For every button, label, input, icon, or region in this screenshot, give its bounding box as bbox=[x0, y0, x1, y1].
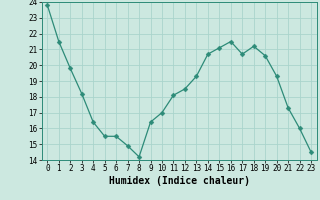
X-axis label: Humidex (Indice chaleur): Humidex (Indice chaleur) bbox=[109, 176, 250, 186]
